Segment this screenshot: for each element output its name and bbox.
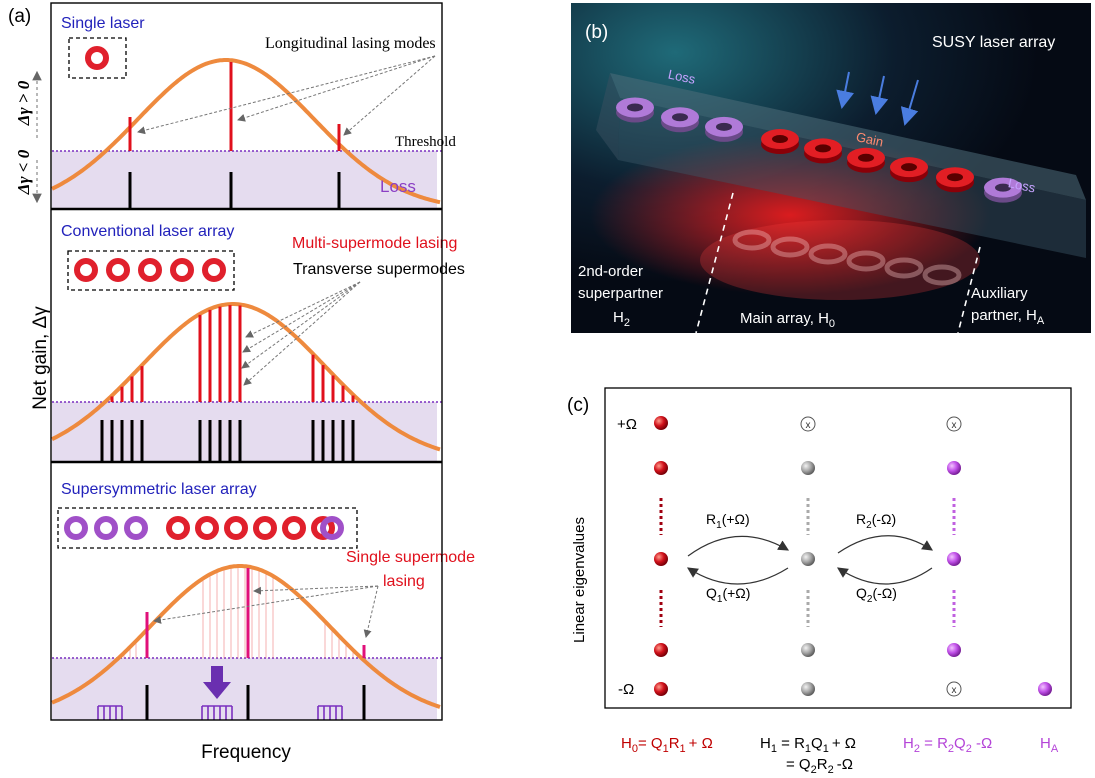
minus-omega-label: -Ω (618, 681, 634, 698)
h0-equation: H0= Q1R1 + Ω (621, 735, 713, 755)
panel-b-title: SUSY laser array (932, 34, 1055, 51)
delta-gamma-positive-label: Δγ > 0 (14, 80, 33, 126)
single-supermode-annotation-line2: lasing (383, 573, 425, 590)
susy-laser-array-render (571, 3, 1091, 334)
plus-omega-label: +Ω (617, 416, 637, 433)
second-order-line2: superpartner (578, 285, 663, 302)
r2-operator-label: R2(-Ω) (856, 511, 896, 531)
q2-operator-label: Q2(-Ω) (856, 585, 897, 605)
delta-gamma-negative-label: Δγ < 0 (14, 149, 33, 195)
gain-label: Gain (855, 129, 885, 149)
multi-supermode-annotation: Multi-supermode lasing (292, 235, 457, 252)
single-laser-title: Single laser (61, 15, 145, 32)
conventional-array-title: Conventional laser array (61, 223, 234, 240)
eigenvalue-columns: x x x (654, 416, 1052, 697)
ha-label: HA (1040, 735, 1059, 755)
panel-a-yaxis-label: Net gain, Δγ (30, 306, 51, 410)
longitudinal-modes-annotation: Longitudinal lasing modes (265, 35, 436, 52)
panel-c-yaxis-label: Linear eigenvalues (571, 517, 588, 643)
panel-a-frame (50, 2, 443, 721)
threshold-label: Threshold (395, 134, 456, 150)
panel-c-frame (604, 387, 1072, 709)
conventional-array-subpanel (51, 250, 442, 462)
susy-array-title: Supersymmetric laser array (61, 481, 257, 498)
panel-a-xaxis-label: Frequency (201, 742, 291, 763)
second-order-h2: H2 (613, 309, 630, 329)
panel-b-label: (b) (585, 22, 608, 43)
svg-text:x: x (806, 420, 811, 431)
single-supermode-annotation-line1: Single supermode (346, 549, 475, 566)
susy-array-subpanel (51, 507, 442, 720)
auxiliary-line1: Auxiliary (971, 285, 1028, 302)
second-order-line1: 2nd-order (578, 263, 643, 280)
svg-text:x: x (952, 685, 957, 696)
panel-a-label: (a) (8, 6, 31, 27)
h2-equation: H2 = R2Q2 -Ω (903, 735, 992, 755)
loss-left-label: Loss (667, 67, 697, 87)
q1-operator-label: Q1(+Ω) (706, 585, 750, 605)
main-array-label: Main array, H0 (740, 310, 835, 330)
loss-label: Loss (380, 177, 416, 196)
r1-operator-label: R1(+Ω) (706, 511, 750, 531)
panel-c-label: (c) (567, 395, 589, 416)
auxiliary-line2: partner, HA (971, 307, 1045, 327)
h1-equation: H1 = R1Q1 + Ω (760, 735, 856, 755)
svg-text:x: x (952, 420, 957, 431)
transverse-supermodes-annotation: Transverse supermodes (293, 261, 465, 278)
loss-right-label: Loss (1007, 175, 1037, 195)
h1-equation-alt: = Q2R2 -Ω (786, 756, 853, 776)
single-laser-subpanel (51, 37, 442, 209)
